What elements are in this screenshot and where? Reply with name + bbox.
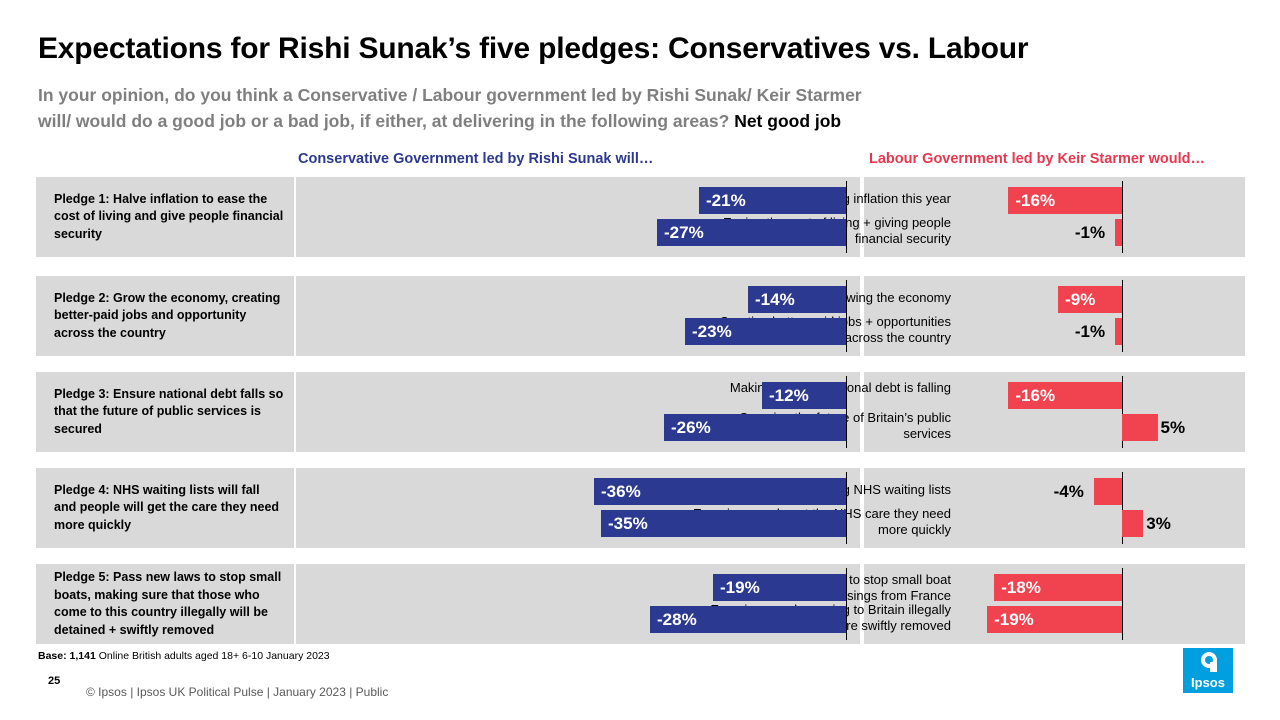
conservative-value-label: -26% xyxy=(671,418,711,437)
conservative-axis-line xyxy=(846,376,847,448)
labour-value-label: -1% xyxy=(1074,322,1106,341)
conservative-bar xyxy=(685,318,846,345)
question-line-1: In your opinion, do you think a Conserva… xyxy=(38,85,862,105)
pledge-panel: Pledge 3: Ensure national debt falls so … xyxy=(36,372,294,452)
labour-bar xyxy=(1008,382,1122,409)
conservative-value-label: -19% xyxy=(720,578,760,597)
base-count: 1,141 xyxy=(69,650,96,662)
labour-bar xyxy=(1114,318,1122,345)
pledge-label: Pledge 1: Halve inflation to ease the co… xyxy=(54,191,284,241)
labour-value-label: -19% xyxy=(994,610,1034,629)
pledge-row: Pledge 4: NHS waiting lists will fall an… xyxy=(36,468,1245,548)
conservative-bar xyxy=(699,187,846,214)
pledge-label: Pledge 4: NHS waiting lists will fall an… xyxy=(54,482,280,532)
labour-panel xyxy=(864,276,1245,356)
labour-panel xyxy=(864,468,1245,548)
labour-axis-line xyxy=(1122,181,1123,253)
conservative-axis-line xyxy=(846,181,847,253)
conservative-bar xyxy=(650,606,846,633)
conservative-bar xyxy=(713,574,846,601)
pledge-row: Pledge 5: Pass new laws to stop small bo… xyxy=(36,564,1245,644)
conservative-value-label: -35% xyxy=(608,514,648,533)
pledge-label: Pledge 3: Ensure national debt falls so … xyxy=(54,386,284,436)
labour-bar xyxy=(1093,478,1122,505)
pledge-panel: Pledge 4: NHS waiting lists will fall an… xyxy=(36,468,294,548)
labour-bar xyxy=(1114,219,1122,246)
pledge-label: Pledge 2: Grow the economy, creating bet… xyxy=(54,290,281,340)
footer-text: © Ipsos | Ipsos UK Political Pulse | Jan… xyxy=(86,685,389,699)
conservative-value-label: -28% xyxy=(657,610,697,629)
labour-value-label: -16% xyxy=(1015,386,1056,405)
question-line-2: will/ would do a good job or a bad job, … xyxy=(38,111,730,131)
pledge-row: Pledge 3: Ensure national debt falls so … xyxy=(36,372,1245,452)
conservative-axis-line xyxy=(846,280,847,352)
item-label: Growing the economy xyxy=(824,290,951,305)
base-text: Online British adults aged 18+ 6-10 Janu… xyxy=(98,650,330,662)
labour-value-label: -9% xyxy=(1065,290,1096,309)
pledge-panel: Pledge 5: Pass new laws to stop small bo… xyxy=(36,564,294,644)
conservative-value-label: -21% xyxy=(706,191,746,210)
labour-axis-line xyxy=(1122,472,1123,544)
base-note: Base: 1,141 Online British adults aged 1… xyxy=(38,650,330,662)
labour-axis-line xyxy=(1122,568,1123,640)
labour-value-label: -18% xyxy=(1001,578,1041,597)
ipsos-logo: Ipsos xyxy=(1183,648,1233,693)
measure-label: Net good job xyxy=(734,111,842,131)
labour-axis-line xyxy=(1122,376,1123,448)
page-number: 25 xyxy=(48,675,61,687)
conservative-value-label: -12% xyxy=(769,386,809,405)
labour-value-label: -4% xyxy=(1053,482,1084,501)
labour-column-header: Labour Government led by Keir Starmer wo… xyxy=(869,151,1205,167)
conservative-bar xyxy=(664,414,846,441)
pledge-row: Pledge 1: Halve inflation to ease the co… xyxy=(36,177,1245,257)
conservative-value-label: -36% xyxy=(601,482,641,501)
labour-value-label: -1% xyxy=(1074,223,1106,242)
logo-text: Ipsos xyxy=(1191,675,1225,690)
conservative-value-label: -14% xyxy=(755,290,795,309)
conservative-bar xyxy=(748,286,846,313)
labour-value-label: 3% xyxy=(1146,514,1171,533)
pledge-row: Pledge 2: Grow the economy, creating bet… xyxy=(36,276,1245,356)
pledge-panel: Pledge 1: Halve inflation to ease the co… xyxy=(36,177,294,257)
labour-bar xyxy=(1058,286,1122,313)
conservative-value-label: -27% xyxy=(664,223,704,242)
logo-mark-icon xyxy=(1201,652,1217,668)
labour-value-label: 5% xyxy=(1160,418,1186,437)
conservative-bar xyxy=(762,382,846,409)
question-text: In your opinion, do you think a Conserva… xyxy=(38,82,938,134)
labour-bar xyxy=(1122,414,1158,441)
conservative-bar xyxy=(594,478,846,505)
conservative-value-label: -23% xyxy=(692,322,732,341)
logo-mark-tail xyxy=(1210,662,1217,672)
conservative-axis-line xyxy=(846,568,847,640)
labour-bar xyxy=(987,606,1122,633)
conservative-bar xyxy=(657,219,846,246)
labour-axis-line xyxy=(1122,280,1123,352)
labour-bar xyxy=(1008,187,1122,214)
page-title: Expectations for Rishi Sunak’s five pled… xyxy=(38,32,1029,65)
labour-value-label: -16% xyxy=(1015,191,1056,210)
pledge-label: Pledge 5: Pass new laws to stop small bo… xyxy=(54,570,282,637)
labour-bar xyxy=(994,574,1122,601)
labour-bar xyxy=(1122,510,1144,537)
pledge-panel: Pledge 2: Grow the economy, creating bet… xyxy=(36,276,294,356)
base-label: Base: xyxy=(38,650,67,662)
conservative-axis-line xyxy=(846,472,847,544)
conservative-bar xyxy=(601,510,846,537)
conservative-column-header: Conservative Government led by Rishi Sun… xyxy=(298,151,654,167)
